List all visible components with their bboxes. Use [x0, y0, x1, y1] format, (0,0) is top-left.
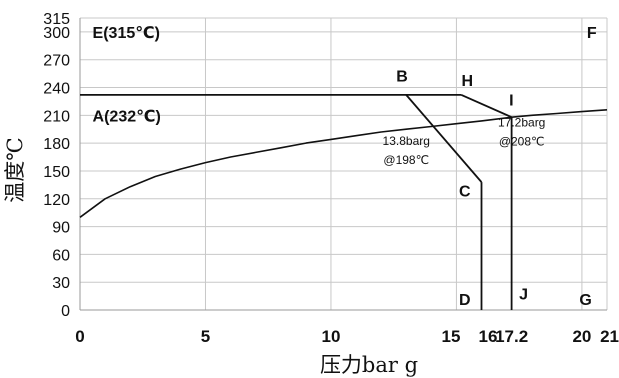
point-label-f: F [587, 25, 597, 42]
y-tick-label-2: 60 [52, 247, 70, 264]
annotations: 13.8barg @198℃ 17.2barg @208℃ [383, 115, 546, 167]
y-tick-label-1: 30 [52, 275, 70, 292]
segment-h-i [461, 94, 512, 119]
x-tick-label-2: 10 [321, 327, 340, 346]
y-tick-label-10: 300 [43, 25, 70, 42]
point-label-e: E(315℃) [93, 25, 160, 42]
x-tick-label-5: 17.2 [495, 327, 528, 346]
y-tick-label-5: 150 [43, 164, 70, 181]
plot-border [79, 18, 607, 311]
y-tick-label-9: 270 [43, 53, 70, 70]
point-labels: E(315℃) F B H I A(232℃) C D J G [93, 25, 597, 309]
y-tick-label-8: 240 [43, 81, 70, 98]
x-tick-label-7: 21 [600, 327, 619, 346]
annotation-0-line-1: @198℃ [383, 153, 429, 167]
x-tick-label-3: 15 [442, 327, 461, 346]
point-label-d: D [459, 292, 471, 309]
x-axis-title: 压力bar g [320, 353, 418, 377]
y-axis-title: 温度℃ [3, 137, 27, 203]
segment-b-c [405, 94, 483, 183]
point-label-h: H [461, 73, 473, 90]
series [79, 94, 608, 310]
x-tick-label-1: 5 [201, 327, 210, 346]
y-tick-label-4: 120 [43, 192, 70, 209]
y-tick-label-3: 90 [52, 220, 70, 237]
x-tick-label-6: 20 [572, 327, 591, 346]
annotation-1-line-0: 17.2barg [498, 115, 545, 129]
point-label-a: A(232℃) [93, 108, 161, 125]
y-tick-label-0: 0 [61, 303, 70, 320]
y-tick-label-11: 315 [43, 11, 70, 28]
x-tick-label-4: 16 [479, 327, 498, 346]
y-tick-label-6: 180 [43, 136, 70, 153]
point-label-b: B [396, 68, 408, 85]
point-label-c: C [459, 183, 471, 200]
x-tick-label-0: 0 [75, 327, 84, 346]
grid [79, 17, 608, 311]
point-label-j: J [519, 286, 528, 303]
point-label-i: I [509, 93, 513, 110]
saturation-curve [79, 109, 608, 218]
point-label-g: G [579, 292, 591, 309]
annotation-0-line-0: 13.8barg [383, 134, 430, 148]
annotation-1-line-1: @208℃ [499, 134, 545, 148]
y-tick-label-7: 210 [43, 108, 70, 125]
